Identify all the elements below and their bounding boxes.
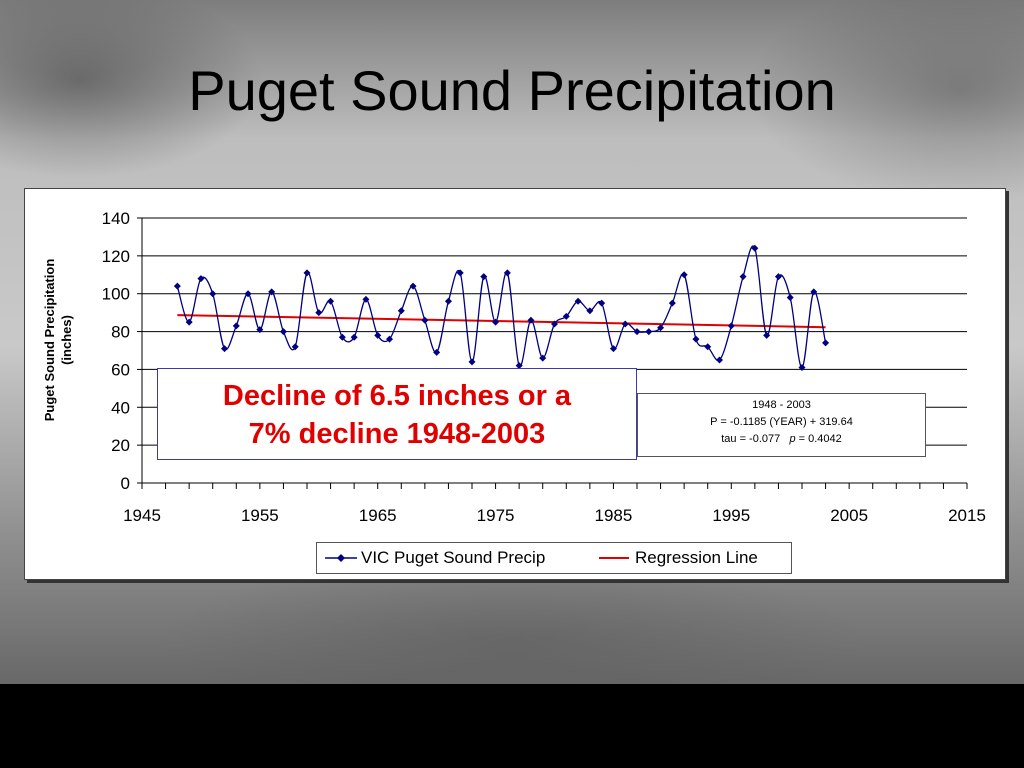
y-tick-label: 0 [121,474,130,493]
precip-data-point [468,358,476,366]
precip-data-point [480,273,488,281]
precip-data-point [421,316,429,324]
precip-data-point [232,322,240,330]
precip-data-point [492,318,500,326]
callout-line2: 7% decline 1948-2003 [248,418,546,450]
y-tick-label: 60 [111,360,130,379]
precip-data-point [291,343,299,351]
precip-data-point [633,328,641,336]
stats-tau: tau = -0.077 [721,433,781,445]
precip-data-point [645,328,653,336]
y-tick-label: 20 [111,436,130,455]
decline-callout: Decline of 6.5 inches or a 7% decline 19… [157,368,637,460]
precip-data-point [668,299,676,307]
legend-regression-swatch [599,557,629,559]
stats-line2: P = -0.1185 (YEAR) + 319.64 [710,416,853,428]
precip-data-point [527,316,535,324]
stats-p-value: = 0.4042 [795,433,842,445]
x-tick-label: 1995 [712,506,750,525]
y-tick-label: 140 [102,209,130,228]
precip-data-point [810,288,818,296]
x-tick-label: 1965 [359,506,397,525]
precip-data-point [197,275,205,283]
precip-series-line [176,245,827,369]
precip-data-point [716,356,723,364]
y-axis-title-line2: (inches) [59,315,74,365]
precip-data-point [822,339,830,347]
precip-data-point [539,354,547,362]
precip-data-point [244,290,252,298]
legend-regression-label: Regression Line [635,548,758,567]
precip-data-point [621,320,629,328]
x-tick-label: 2015 [948,506,986,525]
precip-data-point [173,282,181,290]
precip-data-point [798,364,806,372]
precip-data-point [279,328,287,336]
precip-data-point [739,273,747,281]
precip-data-point [704,343,712,351]
precip-data-point [680,271,688,279]
precip-data-point [327,297,335,305]
callout-line1: Decline of 6.5 inches or a [222,380,572,412]
stats-line3: tau = -0.077 p = 0.4042 [638,431,925,448]
precip-data-point [456,269,464,277]
precip-data-point [256,326,264,334]
stats-p-symbol: p [789,433,796,445]
precip-data-point [221,345,228,353]
bottom-bar [0,684,1024,768]
precip-data-point [338,333,346,341]
precip-data-point [586,307,594,315]
x-tick-label: 1975 [477,506,515,525]
legend-series-swatch [325,554,357,562]
regression-line [177,314,826,329]
y-tick-label: 40 [111,398,130,417]
precip-data-point [444,297,452,305]
precip-data-point [763,331,771,339]
precip-data-point [786,294,794,301]
precip-data-point [386,335,393,343]
y-axis-title-line1: Puget Sound Precipitation [42,259,57,422]
precip-data-point [551,320,558,328]
precip-data-point [362,295,370,303]
slide-title: Puget Sound Precipitation [188,59,836,122]
legend-series-label: VIC Puget Sound Precip [361,548,546,567]
precip-data-point [515,362,523,370]
precip-data-point [303,269,311,277]
precip-data-point [692,335,700,343]
precip-data-point [751,244,759,252]
stats-line1: 1948 - 2003 [752,399,811,411]
precip-data-point [774,273,782,281]
x-tick-label: 1945 [123,506,161,525]
y-tick-label: 100 [102,285,130,304]
precip-data-point [503,269,511,277]
regression-stats-box: 1948 - 2003 P = -0.1185 (YEAR) + 319.64 … [637,393,926,457]
diamond-marker-icon [337,554,345,562]
precip-data-point [185,318,193,326]
precip-data-point [562,312,570,320]
precip-data-point [574,297,582,305]
precip-data-point [409,282,417,290]
precip-data-point [727,322,735,330]
x-tick-label: 1985 [595,506,633,525]
precip-data-point [374,331,382,339]
y-tick-label: 80 [111,323,130,342]
precip-data-point [433,348,441,356]
precip-data-point [598,299,606,307]
precip-data-point [209,290,217,298]
precip-data-point [315,309,323,317]
x-tick-label: 1955 [241,506,279,525]
precip-data-point [268,288,276,296]
precip-data-point [657,324,665,332]
x-tick-label: 2005 [830,506,868,525]
y-tick-label: 120 [102,247,130,266]
chart-legend: VIC Puget Sound Precip Regression Line [316,542,792,574]
precip-data-point [397,307,405,315]
precip-data-point [609,345,617,353]
y-axis-title: Puget Sound Precipitation (inches) [42,259,74,422]
precip-data-point [350,333,358,341]
